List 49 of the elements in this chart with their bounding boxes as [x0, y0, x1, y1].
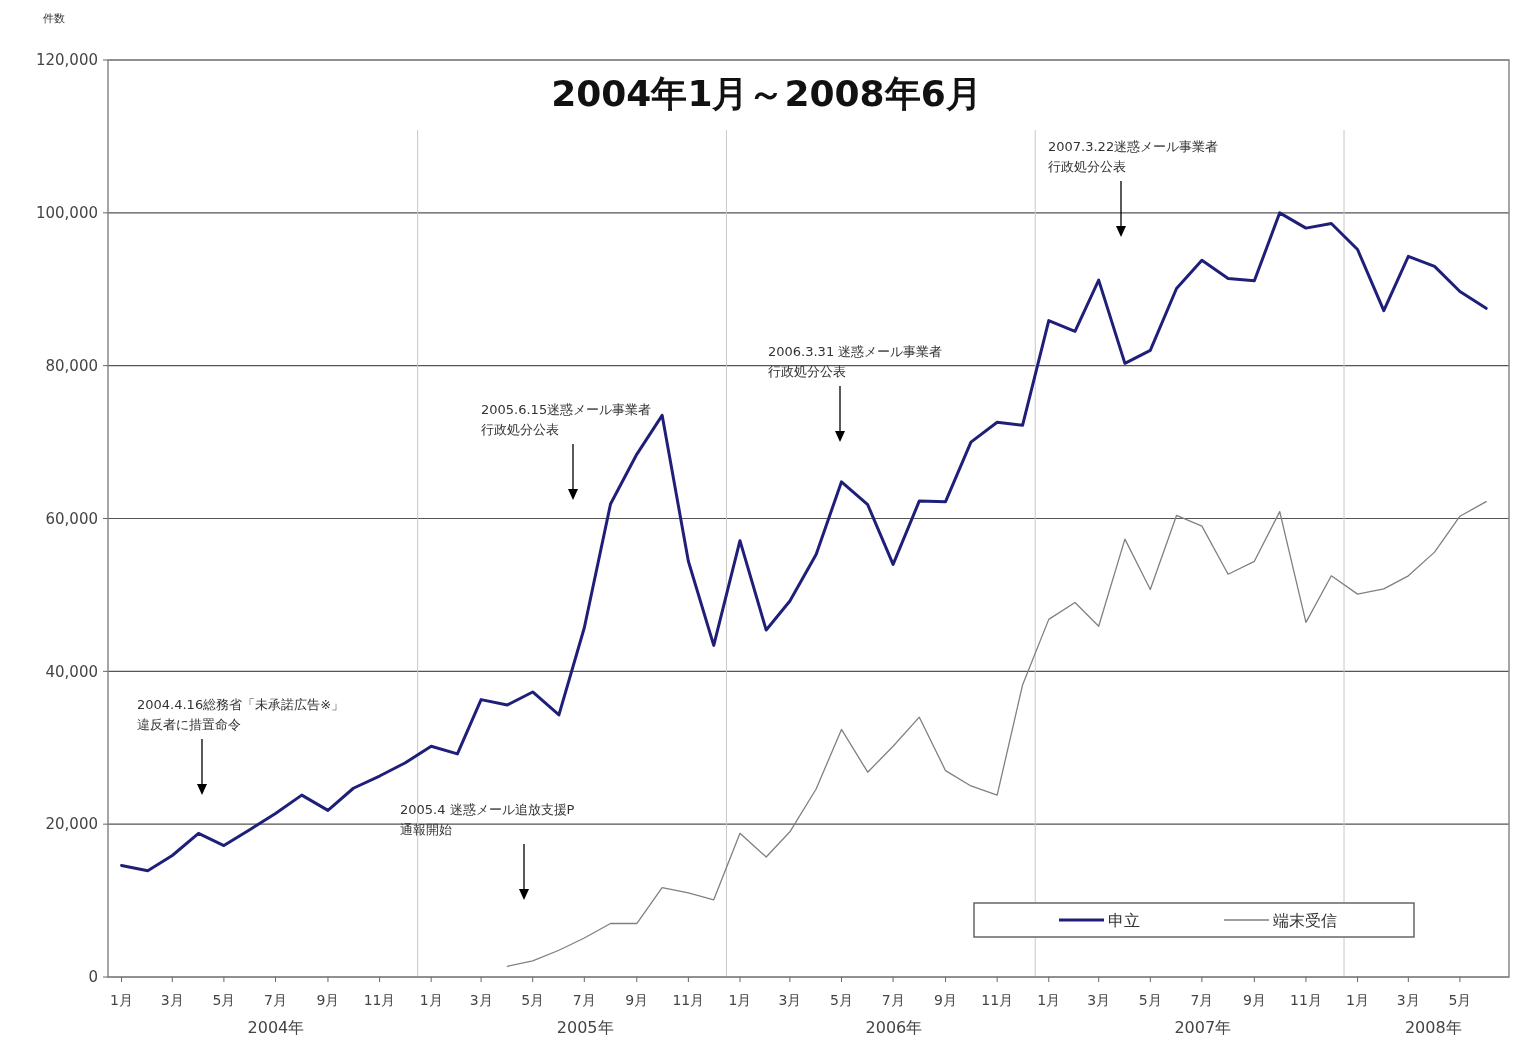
x-tick-label: 3月 — [1396, 992, 1420, 1008]
x-tick-label: 3月 — [469, 992, 493, 1008]
annotation: 2006.3.31 迷惑メール事業者行政処分公表 — [768, 344, 943, 379]
x-tick-label: 1月 — [1346, 992, 1370, 1008]
x-tick-label: 3月 — [778, 992, 802, 1008]
x-tick-label: 1月 — [1037, 992, 1061, 1008]
x-tick-label: 9月 — [1242, 992, 1266, 1008]
x-tick-label: 7月 — [572, 992, 596, 1008]
annotation: 2004.4.16総務省「未承諾広告※」違反者に措置命令 — [137, 697, 345, 732]
text: 2005年 — [556, 1018, 614, 1037]
annotation: 2005.4 迷惑メール追放支援P通報開始 — [400, 802, 575, 837]
x-tick-label: 1月 — [419, 992, 443, 1008]
y-tick-label: 60,000 — [45, 509, 98, 528]
x-tick-label: 5月 — [521, 992, 545, 1008]
legend-label: 端末受信 — [1273, 910, 1337, 930]
x-tick-label: 5月 — [1138, 992, 1162, 1008]
y-tick-label: 0 — [88, 968, 98, 987]
x-tick-label: 11月 — [363, 992, 396, 1008]
text: 2008年 — [1404, 1018, 1462, 1037]
annotation: 2005.6.15迷惑メール事業者行政処分公表 — [481, 402, 652, 437]
x-tick-label: 3月 — [1087, 992, 1111, 1008]
y-tick-label: 40,000 — [45, 662, 98, 681]
x-tick-label: 1月 — [728, 992, 752, 1008]
y-tick-label: 20,000 — [45, 815, 98, 834]
text: 2006年 — [865, 1018, 923, 1037]
x-tick-label: 7月 — [881, 992, 905, 1008]
text: 2004年 — [247, 1018, 305, 1037]
x-tick-label: 5月 — [212, 992, 236, 1008]
y-tick-label: 100,000 — [35, 204, 98, 223]
x-tick-label: 5月 — [830, 992, 853, 1008]
x-tick-label: 11月 — [1290, 992, 1322, 1008]
x-tick-label: 3月 — [160, 992, 184, 1008]
x-tick-label: 5月 — [1448, 992, 1472, 1008]
y-tick-label: 120,000 — [35, 51, 98, 70]
x-tick-label: 11月 — [672, 992, 705, 1008]
x-tick-label: 9月 — [625, 992, 649, 1008]
x-tick-label: 7月 — [1190, 992, 1214, 1008]
text: 2007年 — [1174, 1018, 1232, 1037]
x-tick-label: 1月 — [110, 992, 133, 1008]
chart-title: 2004年1月～2008年6月 — [551, 73, 982, 114]
y-tick-label: 80,000 — [45, 356, 98, 375]
annotation: 2007.3.22迷惑メール事業者行政処分公表 — [1048, 139, 1219, 174]
x-tick-label: 7月 — [264, 992, 287, 1008]
x-tick-label: 11月 — [981, 992, 1014, 1008]
y-axis-title: 件数 — [43, 12, 65, 25]
x-tick-label: 9月 — [316, 992, 340, 1008]
line-series — [120, 211, 1488, 873]
legend-label: 申立 — [1108, 910, 1140, 930]
x-tick-label: 9月 — [934, 992, 958, 1008]
